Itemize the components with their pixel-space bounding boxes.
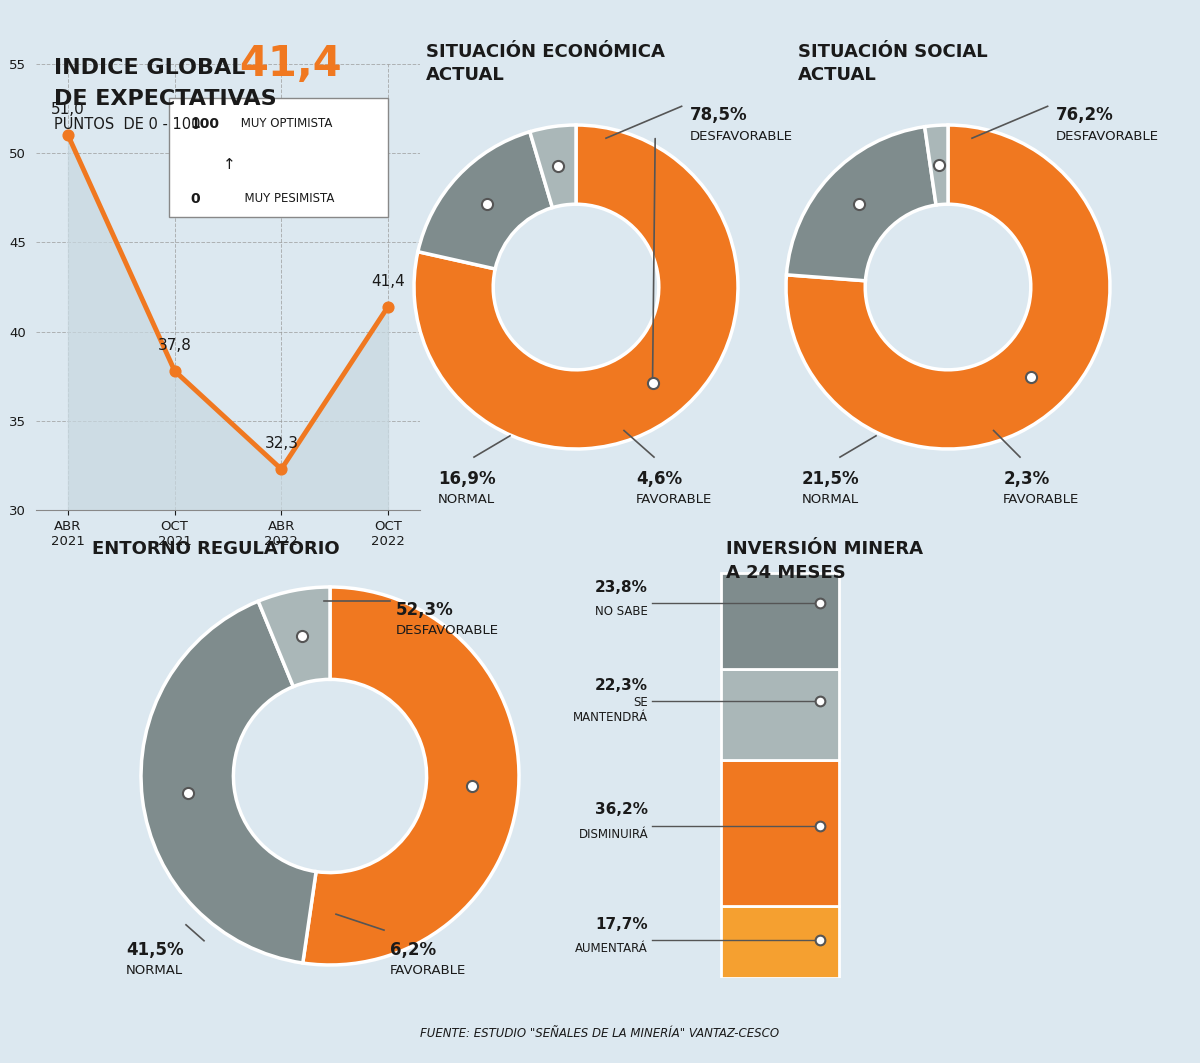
Text: ENTORNO REGULATORIO: ENTORNO REGULATORIO xyxy=(92,540,340,558)
Text: 78,5%: 78,5% xyxy=(690,106,748,124)
Text: 21,5%: 21,5% xyxy=(802,470,859,488)
Text: MUY OPTIMISTA: MUY OPTIMISTA xyxy=(236,117,332,131)
Wedge shape xyxy=(142,602,316,963)
Text: 76,2%: 76,2% xyxy=(1056,106,1114,124)
Text: NORMAL: NORMAL xyxy=(802,493,859,506)
Wedge shape xyxy=(786,125,1110,449)
Text: 16,9%: 16,9% xyxy=(438,470,496,488)
Text: FAVORABLE: FAVORABLE xyxy=(636,493,713,506)
Text: INVERSIÓN MINERA
A 24 MESES: INVERSIÓN MINERA A 24 MESES xyxy=(726,540,923,581)
Text: FUENTE: ESTUDIO "SEÑALES DE LA MINERÍA" VANTAZ-CESCO: FUENTE: ESTUDIO "SEÑALES DE LA MINERÍA" … xyxy=(420,1027,780,1040)
Text: DE EXPECTATIVAS: DE EXPECTATIVAS xyxy=(54,89,277,109)
Text: 36,2%: 36,2% xyxy=(595,803,648,817)
Text: 100: 100 xyxy=(191,117,220,132)
Wedge shape xyxy=(530,125,576,207)
Text: 0: 0 xyxy=(191,192,200,206)
Text: PUNTOS  DE 0 - 100: PUNTOS DE 0 - 100 xyxy=(54,117,200,132)
Text: 41,4: 41,4 xyxy=(371,274,404,289)
Text: DESFAVORABLE: DESFAVORABLE xyxy=(690,130,793,142)
Text: 41,4: 41,4 xyxy=(239,43,342,85)
Text: DESFAVORABLE: DESFAVORABLE xyxy=(396,624,499,637)
Text: 41,5%: 41,5% xyxy=(126,941,184,959)
Point xyxy=(378,298,397,315)
Point xyxy=(271,460,290,477)
Text: 23,8%: 23,8% xyxy=(595,580,648,595)
Text: NORMAL: NORMAL xyxy=(126,964,184,977)
Text: INDICE GLOBAL: INDICE GLOBAL xyxy=(54,58,245,79)
Bar xyxy=(721,760,840,907)
Text: 32,3: 32,3 xyxy=(264,436,299,452)
Text: SITUACIÓN SOCIAL
ACTUAL: SITUACIÓN SOCIAL ACTUAL xyxy=(798,43,988,84)
Wedge shape xyxy=(414,125,738,449)
Text: 37,8: 37,8 xyxy=(157,338,192,353)
Text: 51,0: 51,0 xyxy=(52,102,85,117)
Text: SE
MANTENDRÁ: SE MANTENDRÁ xyxy=(574,696,648,724)
Text: NO SABE: NO SABE xyxy=(595,605,648,619)
Text: DESFAVORABLE: DESFAVORABLE xyxy=(1056,130,1159,142)
Text: SITUACIÓN ECONÓMICA
ACTUAL: SITUACIÓN ECONÓMICA ACTUAL xyxy=(426,43,665,84)
Wedge shape xyxy=(418,132,552,269)
Bar xyxy=(721,670,840,760)
Text: 22,3%: 22,3% xyxy=(595,678,648,693)
Text: FAVORABLE: FAVORABLE xyxy=(1003,493,1080,506)
Wedge shape xyxy=(786,126,936,281)
Text: AUMENTARÁ: AUMENTARÁ xyxy=(575,942,648,956)
Bar xyxy=(721,573,840,670)
Text: FAVORABLE: FAVORABLE xyxy=(390,964,467,977)
Point xyxy=(166,362,185,379)
Text: NORMAL: NORMAL xyxy=(438,493,496,506)
Point xyxy=(59,126,78,144)
Text: MUY PESIMISTA: MUY PESIMISTA xyxy=(236,192,334,205)
Wedge shape xyxy=(258,587,330,687)
Text: ↑: ↑ xyxy=(223,156,235,171)
FancyBboxPatch shape xyxy=(169,98,388,217)
Text: 4,6%: 4,6% xyxy=(636,470,682,488)
Text: 6,2%: 6,2% xyxy=(390,941,436,959)
Text: 52,3%: 52,3% xyxy=(396,601,454,619)
Text: 17,7%: 17,7% xyxy=(595,917,648,932)
Bar xyxy=(721,907,840,978)
Text: 2,3%: 2,3% xyxy=(1003,470,1050,488)
Wedge shape xyxy=(302,587,518,965)
Wedge shape xyxy=(925,125,948,205)
Text: DISMINUIRÁ: DISMINUIRÁ xyxy=(578,828,648,841)
